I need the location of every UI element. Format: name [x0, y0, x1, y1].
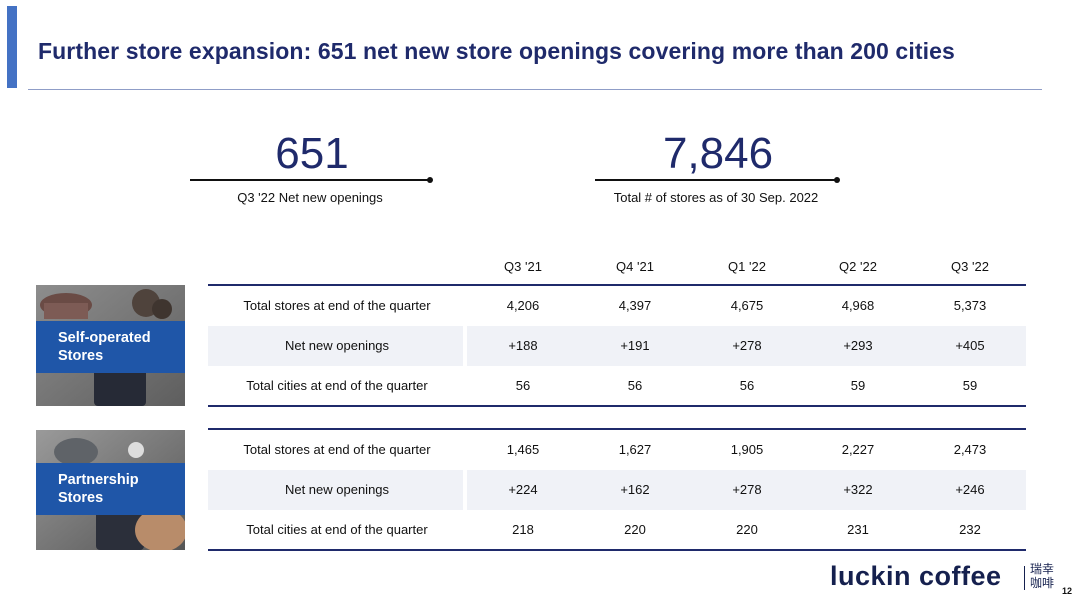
table-cell: 56: [515, 378, 531, 393]
table-top-rule: [208, 428, 1026, 430]
table-cell: 2,227: [841, 442, 875, 457]
table-row: Net new openings +224 +162 +278 +322 +24…: [208, 470, 1026, 510]
column-header: Q4 '21: [616, 259, 654, 274]
column-header: Q3 '22: [951, 259, 989, 274]
table-top-rule: [208, 284, 1026, 286]
self-operated-table: Total stores at end of the quarter 4,206…: [208, 284, 1026, 408]
table-cell: +293: [843, 338, 873, 353]
row-label: Net new openings: [284, 338, 390, 353]
table-bottom-rule: [208, 405, 1026, 407]
table-cell: 59: [962, 378, 978, 393]
slide-title: Further store expansion: 651 net new sto…: [38, 38, 955, 64]
table-cell: +278: [732, 482, 762, 497]
column-header: Q3 '21: [504, 259, 542, 274]
kpi-net-new-openings: 651 Q3 '22 Net new openings: [190, 132, 434, 212]
kpi-underline: [190, 179, 430, 181]
row-label: Total cities at end of the quarter: [246, 378, 428, 393]
table-row: Total cities at end of the quarter 56 56…: [208, 366, 1026, 406]
row-shade: [467, 326, 1026, 366]
table-cell: +188: [508, 338, 538, 353]
kpi-total-stores: 7,846 Total # of stores as of 30 Sep. 20…: [595, 132, 841, 212]
table-row: Net new openings +188 +191 +278 +293 +40…: [208, 326, 1026, 366]
table-cell: 4,206: [506, 298, 540, 313]
luckin-coffee-logo: luckin coffee: [830, 561, 1002, 591]
row-shade: [467, 470, 1026, 510]
logo-cn-line: 瑞幸: [1030, 562, 1055, 576]
table-cell: +191: [620, 338, 650, 353]
table-cell: +162: [620, 482, 650, 497]
table-row: Total cities at end of the quarter 218 2…: [208, 510, 1026, 550]
table-cell: 2,473: [953, 442, 987, 457]
kpi-caption: Q3 '22 Net new openings: [237, 190, 383, 205]
table-cell: 56: [627, 378, 643, 393]
table-cell: 220: [736, 522, 758, 537]
table-cell: 220: [624, 522, 646, 537]
self-operated-photo: Self-operated Stores: [36, 285, 185, 406]
table-cell: 56: [739, 378, 755, 393]
table-row: Total stores at end of the quarter 4,206…: [208, 286, 1026, 326]
partnership-table: Total stores at end of the quarter 1,465…: [208, 428, 1026, 552]
table-bottom-rule: [208, 549, 1026, 551]
accent-bar: [7, 6, 17, 88]
table-cell: 4,397: [618, 298, 652, 313]
kpi-underline: [595, 179, 837, 181]
kpi-value: 651: [275, 129, 349, 178]
table-row: Total stores at end of the quarter 1,465…: [208, 430, 1026, 470]
table-cell: 232: [959, 522, 981, 537]
table-cell: 1,465: [506, 442, 540, 457]
logo-divider: [1024, 566, 1025, 590]
logo-chinese: 瑞幸 咖啡: [1030, 562, 1060, 590]
page-number: 12: [1062, 586, 1073, 596]
table-cell: 231: [847, 522, 869, 537]
tag-line: Stores: [58, 490, 104, 506]
partnership-label: Partnership Stores: [36, 463, 185, 515]
row-label: Total stores at end of the quarter: [243, 298, 431, 313]
table-cell: +405: [955, 338, 985, 353]
row-label: Total stores at end of the quarter: [243, 442, 431, 457]
table-cell: 1,627: [618, 442, 652, 457]
tag-line: Stores: [58, 348, 104, 364]
partnership-photo: Partnership Stores: [36, 430, 185, 550]
tag-line: Partnership: [58, 472, 139, 488]
tag-line: Self-operated: [58, 330, 151, 346]
kpi-value: 7,846: [662, 129, 774, 178]
logo-cn-line: 咖啡: [1030, 576, 1055, 590]
table-cell: 59: [850, 378, 866, 393]
table-cell: 4,675: [730, 298, 764, 313]
table-cell: +278: [732, 338, 762, 353]
table-cell: +322: [843, 482, 873, 497]
row-label: Total cities at end of the quarter: [246, 522, 428, 537]
table-cell: 4,968: [841, 298, 875, 313]
table-cell: +224: [508, 482, 538, 497]
column-header: Q2 '22: [839, 259, 877, 274]
kpi-underline-dot: [427, 177, 433, 183]
self-operated-label: Self-operated Stores: [36, 321, 185, 373]
table-cell: +246: [955, 482, 985, 497]
column-header: Q1 '22: [728, 259, 766, 274]
row-shade: [208, 326, 463, 366]
kpi-caption: Total # of stores as of 30 Sep. 2022: [613, 190, 819, 205]
table-cell: 5,373: [953, 298, 987, 313]
row-shade: [208, 470, 463, 510]
row-label: Net new openings: [284, 482, 390, 497]
table-cell: 1,905: [730, 442, 764, 457]
table-cell: 218: [512, 522, 534, 537]
title-divider: [28, 89, 1042, 90]
kpi-underline-dot: [834, 177, 840, 183]
